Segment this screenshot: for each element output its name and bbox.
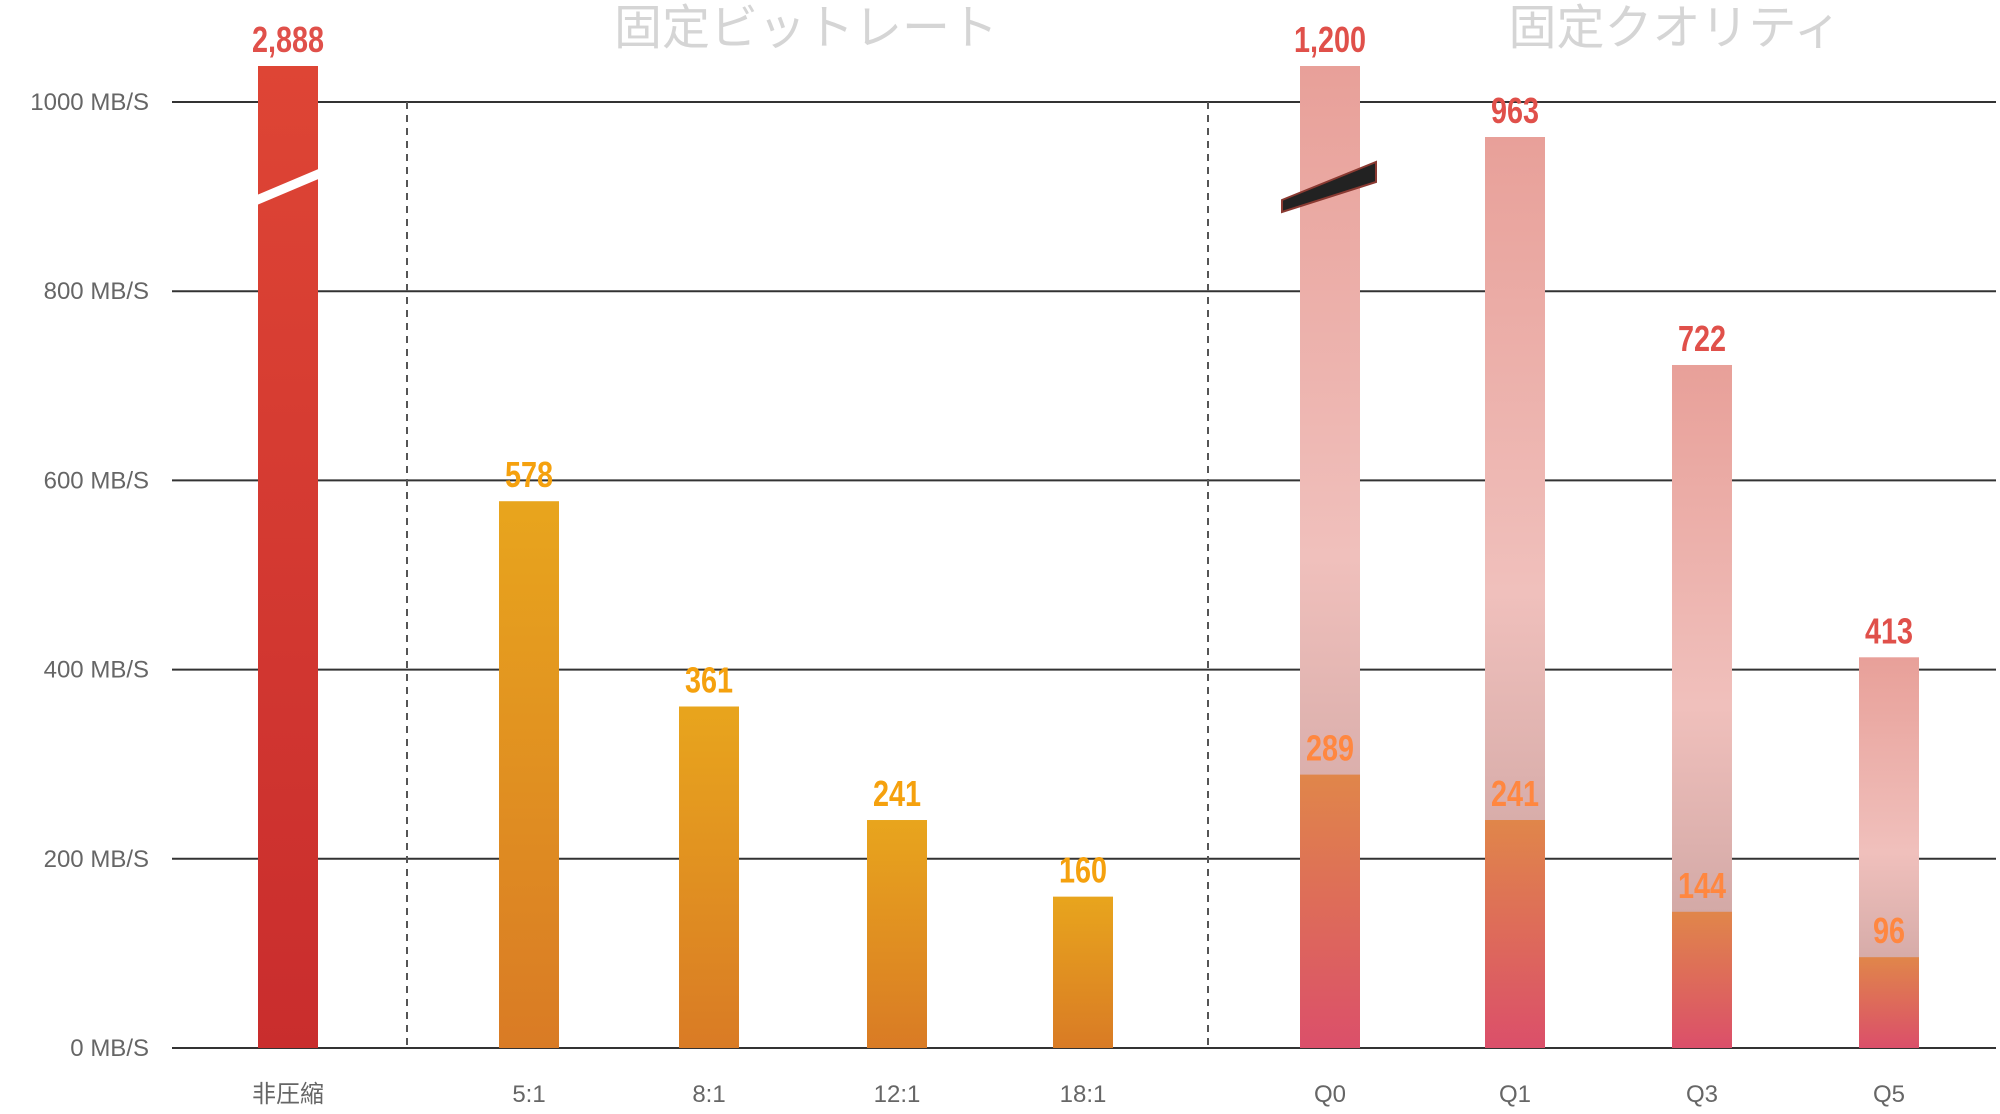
x-tick-label: Q5 (1873, 1081, 1905, 1108)
x-tick-label: Q1 (1499, 1081, 1531, 1108)
value-label: 361 (685, 659, 733, 700)
value-label: 241 (873, 773, 921, 814)
group-title-quality: 固定クオリティ (1508, 2, 1841, 55)
min-value-label: 241 (1491, 773, 1539, 814)
y-tick-label: 1000 MB/S (30, 89, 149, 116)
value-label: 1,200 (1294, 19, 1366, 60)
x-tick-label: Q0 (1314, 1081, 1346, 1108)
x-tick-label: Q3 (1686, 1081, 1718, 1108)
axis-break-icon (245, 162, 335, 210)
bar-18:1 (1053, 896, 1113, 1048)
bar-5:1 (499, 501, 559, 1048)
min-value-label: 96 (1873, 910, 1905, 951)
group-title-bitrate: 固定ビットレート (614, 2, 998, 55)
x-tick-label: 8:1 (692, 1081, 725, 1108)
value-label: 160 (1059, 850, 1107, 891)
y-tick-label: 800 MB/S (44, 278, 149, 305)
value-label: 413 (1865, 610, 1913, 651)
bar-8:1 (679, 706, 739, 1048)
bar-min-Q5 (1859, 957, 1919, 1048)
y-tick-label: 600 MB/S (44, 467, 149, 494)
bar-min-Q3 (1672, 911, 1732, 1048)
value-label: 2,888 (252, 19, 324, 60)
bar-非圧縮 (258, 66, 318, 1048)
value-label: 578 (505, 454, 553, 495)
min-value-label: 289 (1306, 727, 1354, 768)
value-label: 722 (1678, 318, 1726, 359)
x-tick-label: 非圧縮 (252, 1081, 324, 1108)
y-tick-label: 400 MB/S (44, 657, 149, 684)
bar-12:1 (867, 820, 927, 1048)
y-tick-label: 200 MB/S (44, 846, 149, 873)
y-tick-label: 0 MB/S (70, 1035, 149, 1062)
x-tick-label: 12:1 (874, 1081, 921, 1108)
x-tick-label: 18:1 (1060, 1081, 1107, 1108)
bar-min-Q0 (1300, 774, 1360, 1048)
min-value-label: 144 (1678, 865, 1726, 906)
x-tick-label: 5:1 (512, 1081, 545, 1108)
axis-break-icon (1281, 160, 1377, 214)
value-label: 963 (1491, 90, 1539, 131)
bar-min-Q1 (1485, 820, 1545, 1048)
